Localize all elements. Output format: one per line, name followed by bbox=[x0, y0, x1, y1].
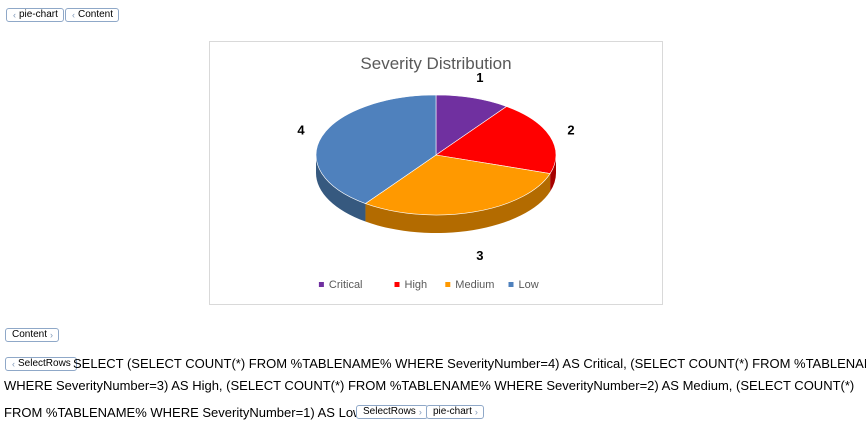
chart-legend: Critical High Medium Low bbox=[318, 279, 539, 291]
chart-title: Severity Distribution bbox=[360, 54, 511, 73]
selectrows-open-tag[interactable]: SelectRows bbox=[5, 357, 77, 371]
pie-slice-medium[interactable] bbox=[364, 154, 551, 216]
selectrows-close-tag[interactable]: SelectRows bbox=[356, 405, 428, 419]
sql-query-line-1: SELECT (SELECT COUNT(*) FROM %TABLENAME%… bbox=[73, 356, 866, 371]
legend-label-high: High bbox=[405, 279, 428, 291]
data-labels: 1 2 3 4 bbox=[297, 70, 574, 263]
legend-swatch-medium bbox=[445, 282, 451, 287]
severity-pie-chart[interactable]: Severity Distribution 1 2 3 4 Critical High M… bbox=[209, 41, 663, 305]
pie-slice-critical[interactable] bbox=[435, 94, 508, 156]
pie-side-low bbox=[316, 155, 366, 222]
legend-swatch-high bbox=[394, 282, 400, 287]
pie-chart-close-tag[interactable]: pie-chart bbox=[426, 405, 484, 419]
chart-canvas: Severity Distribution 1 2 3 4 Critical High M… bbox=[297, 54, 574, 291]
legend-label-critical: Critical bbox=[329, 279, 363, 291]
legend-label-low: Low bbox=[519, 279, 539, 291]
sql-query-line-3: FROM %TABLENAME% WHERE SeverityNumber=1)… bbox=[4, 405, 363, 420]
data-label-critical: 1 bbox=[476, 70, 483, 85]
pie-slice-high[interactable] bbox=[435, 106, 557, 174]
data-label-low: 4 bbox=[297, 123, 305, 138]
legend-label-medium: Medium bbox=[455, 279, 494, 291]
pie-chart-open-tag[interactable]: pie-chart bbox=[6, 8, 64, 22]
content-open-tag[interactable]: Content bbox=[65, 8, 120, 22]
sql-query-line-2: WHERE SeverityNumber=3) AS High, (SELECT… bbox=[4, 378, 855, 393]
pie-side-medium bbox=[365, 173, 551, 233]
pie-side-high bbox=[550, 155, 556, 192]
pie-slice-low[interactable] bbox=[315, 94, 437, 204]
data-label-high: 2 bbox=[567, 123, 574, 138]
data-label-medium: 3 bbox=[476, 248, 483, 263]
content-close-tag[interactable]: Content bbox=[5, 328, 60, 342]
pie-slices bbox=[315, 94, 557, 233]
legend-swatch-low bbox=[508, 282, 514, 287]
legend-swatch-critical bbox=[318, 282, 324, 287]
